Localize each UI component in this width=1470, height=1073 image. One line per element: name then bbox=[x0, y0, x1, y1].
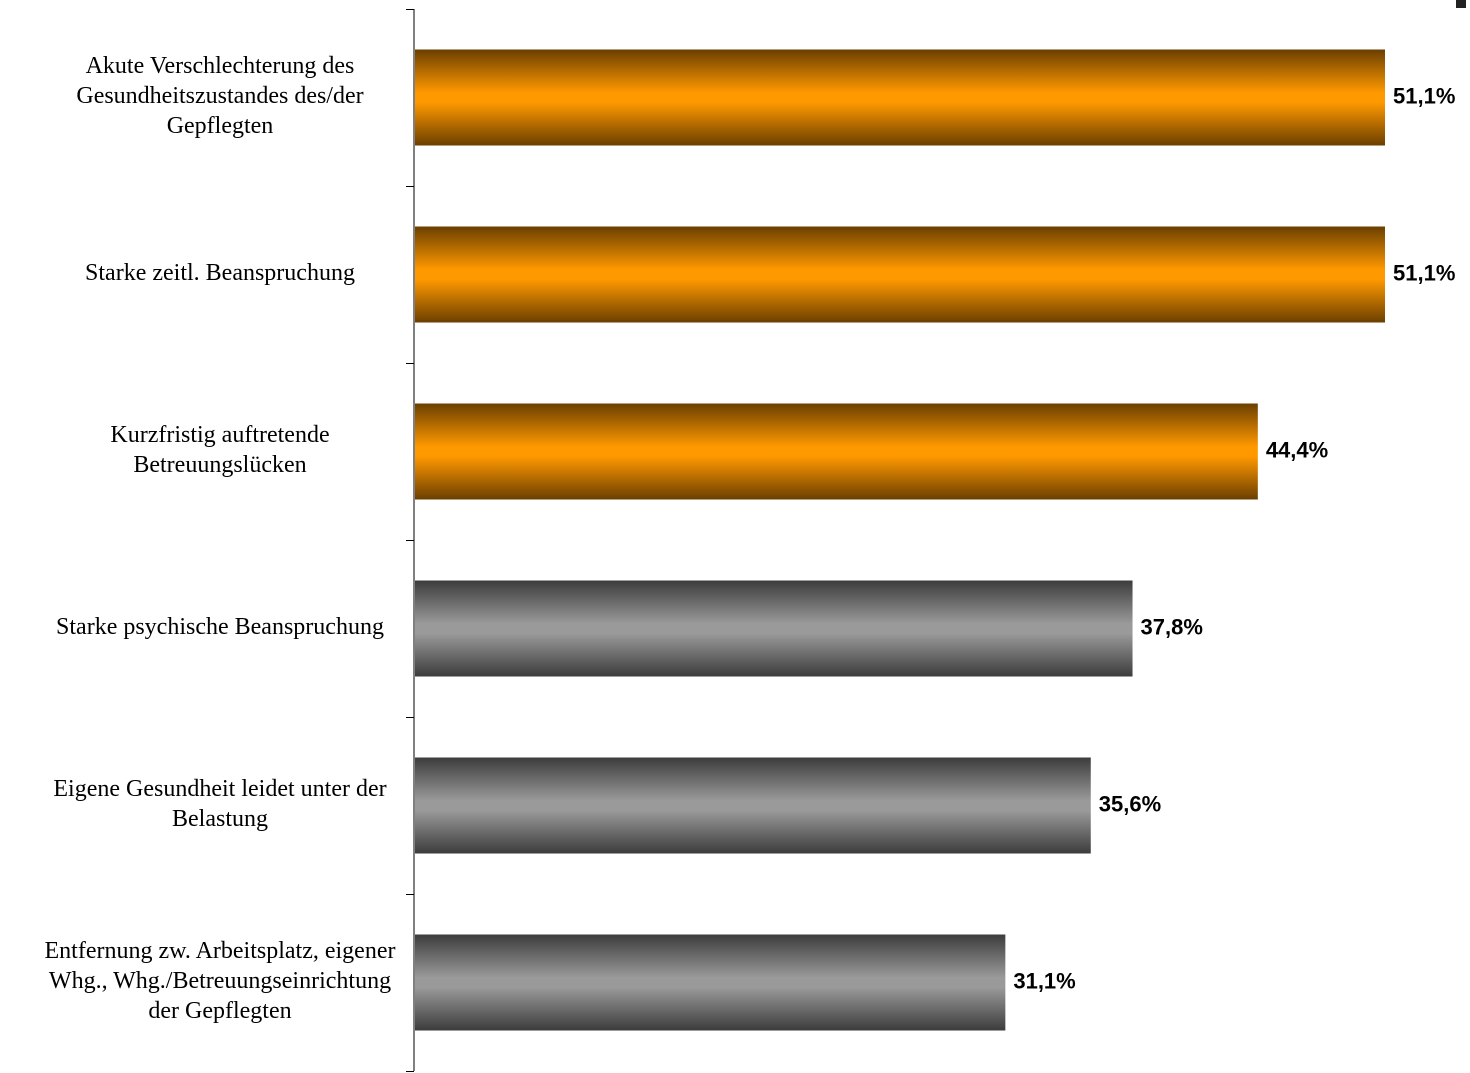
value-label-3: 44,4% bbox=[1266, 437, 1328, 462]
bar-4 bbox=[415, 580, 1133, 677]
category-label-line: Belastung bbox=[172, 806, 268, 832]
category-label-2: Starke zeitl. Beanspruchung bbox=[85, 260, 355, 286]
value-label-6: 31,1% bbox=[1013, 968, 1075, 993]
category-label-line: Gesundheitszustandes des/der bbox=[76, 83, 363, 109]
category-label-1: Akute Verschlechterung des Gesundheitszus… bbox=[76, 53, 363, 139]
category-label-line: Akute Verschlechterung des bbox=[86, 53, 355, 79]
category-label-line: Starke zeitl. Beanspruchung bbox=[85, 260, 355, 286]
value-label-4: 37,8% bbox=[1141, 614, 1203, 639]
corner-mark bbox=[1456, 0, 1466, 8]
category-label-line: Kurzfristig auftretende bbox=[110, 422, 329, 448]
category-labels: Akute Verschlechterung des Gesundheitszus… bbox=[45, 53, 396, 1024]
bar-5 bbox=[415, 757, 1091, 854]
value-labels: 51,1% 51,1% 44,4% 37,8% 35,6% 31,1% bbox=[1013, 83, 1455, 993]
category-label-5: Eigene Gesundheit leidet unter der Belast… bbox=[53, 776, 386, 832]
category-label-6: Entfernung zw. Arbeitsplatz, eigener Whg.… bbox=[45, 938, 396, 1024]
category-label-line: Whg., Whg./Betreuungseinrichtung bbox=[49, 968, 391, 994]
bar-3 bbox=[415, 403, 1258, 500]
category-label-line: Eigene Gesundheit leidet unter der bbox=[53, 776, 386, 802]
y-axis-ticks bbox=[406, 9, 414, 1072]
bar-1 bbox=[415, 49, 1385, 146]
category-label-line: Betreuungslücken bbox=[133, 452, 306, 478]
bar-6 bbox=[415, 934, 1006, 1031]
value-label-2: 51,1% bbox=[1393, 260, 1455, 285]
value-label-5: 35,6% bbox=[1099, 791, 1161, 816]
category-label-line: Gepflegten bbox=[167, 113, 274, 139]
bar-2 bbox=[415, 226, 1385, 323]
bars-group bbox=[415, 49, 1385, 1031]
category-label-4: Starke psychische Beanspruchung bbox=[56, 614, 384, 640]
category-label-3: Kurzfristig auftretende Betreuungslücken bbox=[110, 422, 329, 478]
value-label-1: 51,1% bbox=[1393, 83, 1455, 108]
category-label-line: der Gepflegten bbox=[148, 998, 291, 1024]
category-label-line: Starke psychische Beanspruchung bbox=[56, 614, 384, 640]
category-label-line: Entfernung zw. Arbeitsplatz, eigener bbox=[45, 938, 396, 964]
